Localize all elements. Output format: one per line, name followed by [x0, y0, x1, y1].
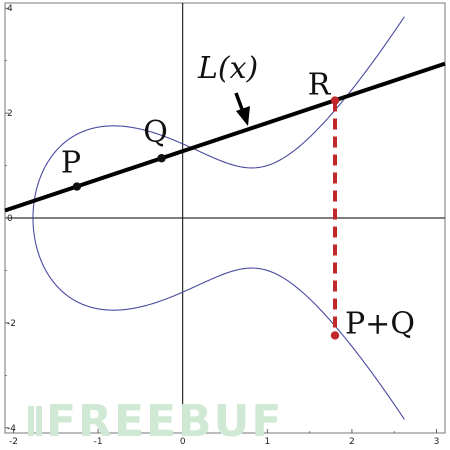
point-r — [330, 96, 340, 105]
watermark: FREEBUF — [28, 396, 283, 447]
point-label: P+Q — [345, 306, 415, 341]
y-tick-label: 0 — [7, 214, 13, 224]
y-tick-label: 4 — [7, 4, 13, 14]
line-label-text: L(x) — [197, 51, 258, 86]
x-tick-label: 0 — [180, 437, 186, 447]
y-tick-label: 2 — [7, 109, 13, 119]
point-q — [157, 154, 166, 163]
x-tick-label: -1 — [94, 437, 103, 447]
point-label: P — [61, 146, 81, 181]
curve-layer — [32, 16, 405, 420]
point-p-plus-q — [330, 331, 340, 340]
tick-marks: -2 -1 0 1 2 3 -4 -2 0 2 4 — [5, 4, 439, 447]
point-label: R — [308, 68, 332, 103]
line-label-arrow-shaft — [234, 92, 245, 113]
freebuf-logo-icon — [28, 406, 42, 436]
y-tick-label: -4 — [7, 424, 16, 434]
x-tick-label: 3 — [434, 437, 440, 447]
x-tick-label: -2 — [9, 437, 18, 447]
elliptic-curve — [32, 16, 405, 420]
line-label-arrow-head — [236, 106, 250, 126]
labels-layer: P Q R P+Q L(x) — [61, 51, 415, 341]
watermark-text: FREEBUF — [46, 396, 283, 447]
axes — [5, 3, 445, 433]
x-tick-label: 1 — [264, 437, 270, 447]
point-label: Q — [143, 115, 168, 150]
points-layer — [72, 96, 340, 340]
point-p — [72, 182, 82, 191]
y-tick-label: -2 — [7, 319, 16, 329]
x-tick-label: 2 — [349, 437, 355, 447]
